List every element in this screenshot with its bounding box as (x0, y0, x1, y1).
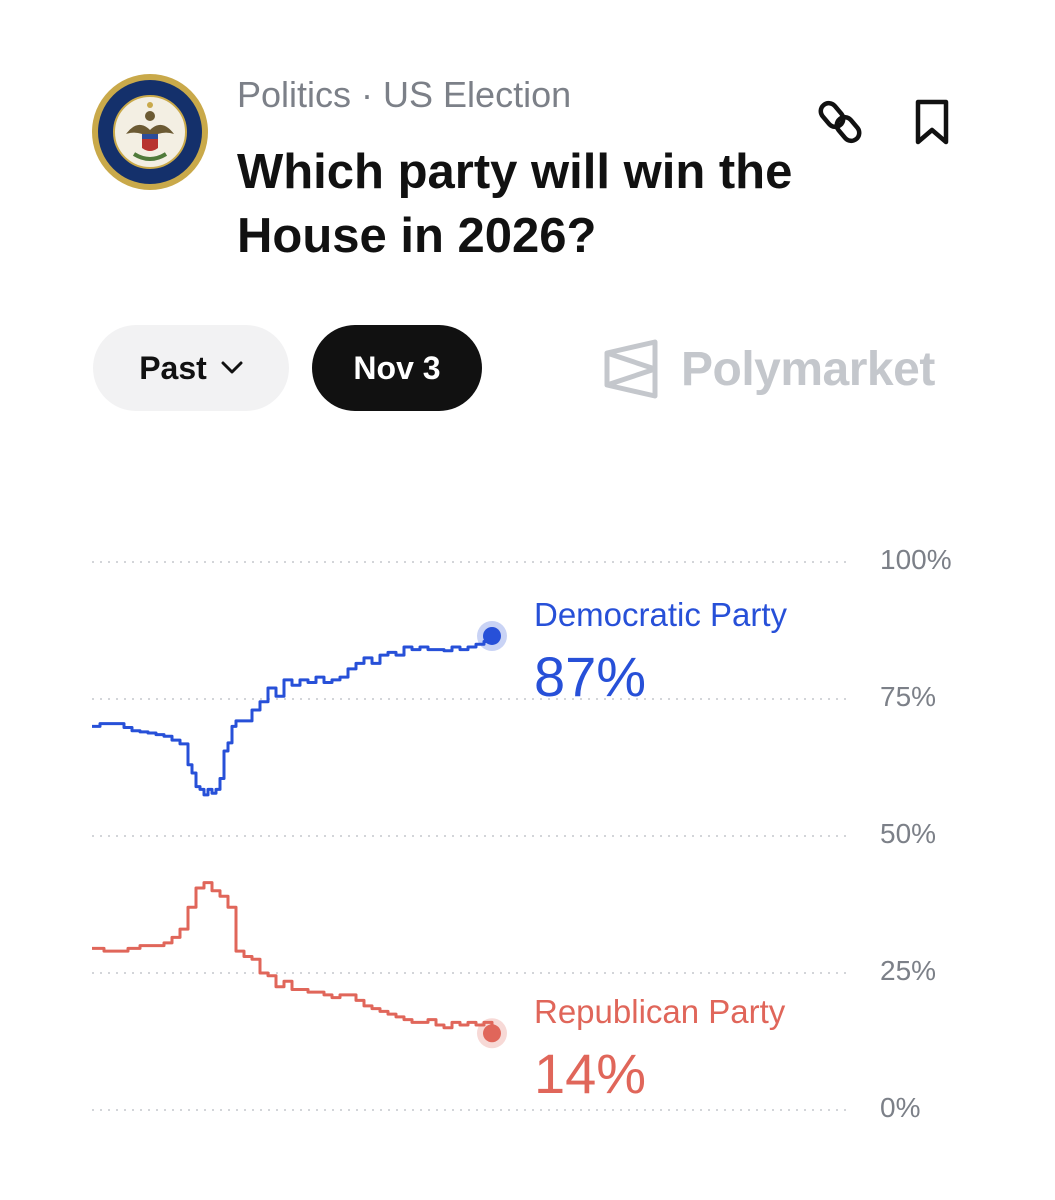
polymarket-brand: Polymarket (603, 339, 935, 399)
series-label-democratic: Democratic Party (534, 595, 788, 633)
chevron-down-icon (221, 361, 243, 374)
market-header: Politics · US Election Which party will … (80, 60, 980, 300)
link-icon[interactable] (816, 96, 868, 148)
bookmark-icon[interactable] (906, 96, 958, 148)
y-tick-label-75: 75% (880, 681, 937, 712)
polymarket-logo-icon (604, 339, 658, 399)
series-label-republican: Republican Party (534, 993, 786, 1031)
chart-canvas (92, 561, 850, 1111)
date-label: Nov 3 (353, 349, 441, 386)
y-tick-label-100: 100% (880, 544, 952, 575)
house-seal-icon (92, 74, 208, 190)
time-range-dropdown[interactable]: Past (93, 325, 289, 411)
series-line-democratic (92, 635, 494, 797)
endpoint-dot-republican[interactable] (483, 1024, 501, 1043)
market-category[interactable]: Politics · US Election (237, 74, 572, 115)
endpoint-dot-democratic[interactable] (483, 626, 501, 645)
brand-name: Polymarket (681, 342, 935, 396)
chart-controls: Past Nov 3 Polymarket (93, 325, 973, 415)
series-value-republican: 14% (534, 1042, 647, 1106)
series-line-republican (92, 881, 494, 1034)
y-tick-label-25: 25% (880, 955, 937, 986)
market-title: Which party will win the House in 2026? (237, 145, 793, 263)
time-range-label: Past (139, 349, 207, 386)
y-tick-label-0: 0% (880, 1092, 921, 1123)
series-value-democratic: 87% (534, 644, 647, 708)
date-button[interactable]: Nov 3 (312, 325, 482, 411)
y-tick-label-50: 50% (880, 818, 937, 849)
probability-chart: Democratic Party 87% Republican Party 14… (0, 480, 1055, 1160)
